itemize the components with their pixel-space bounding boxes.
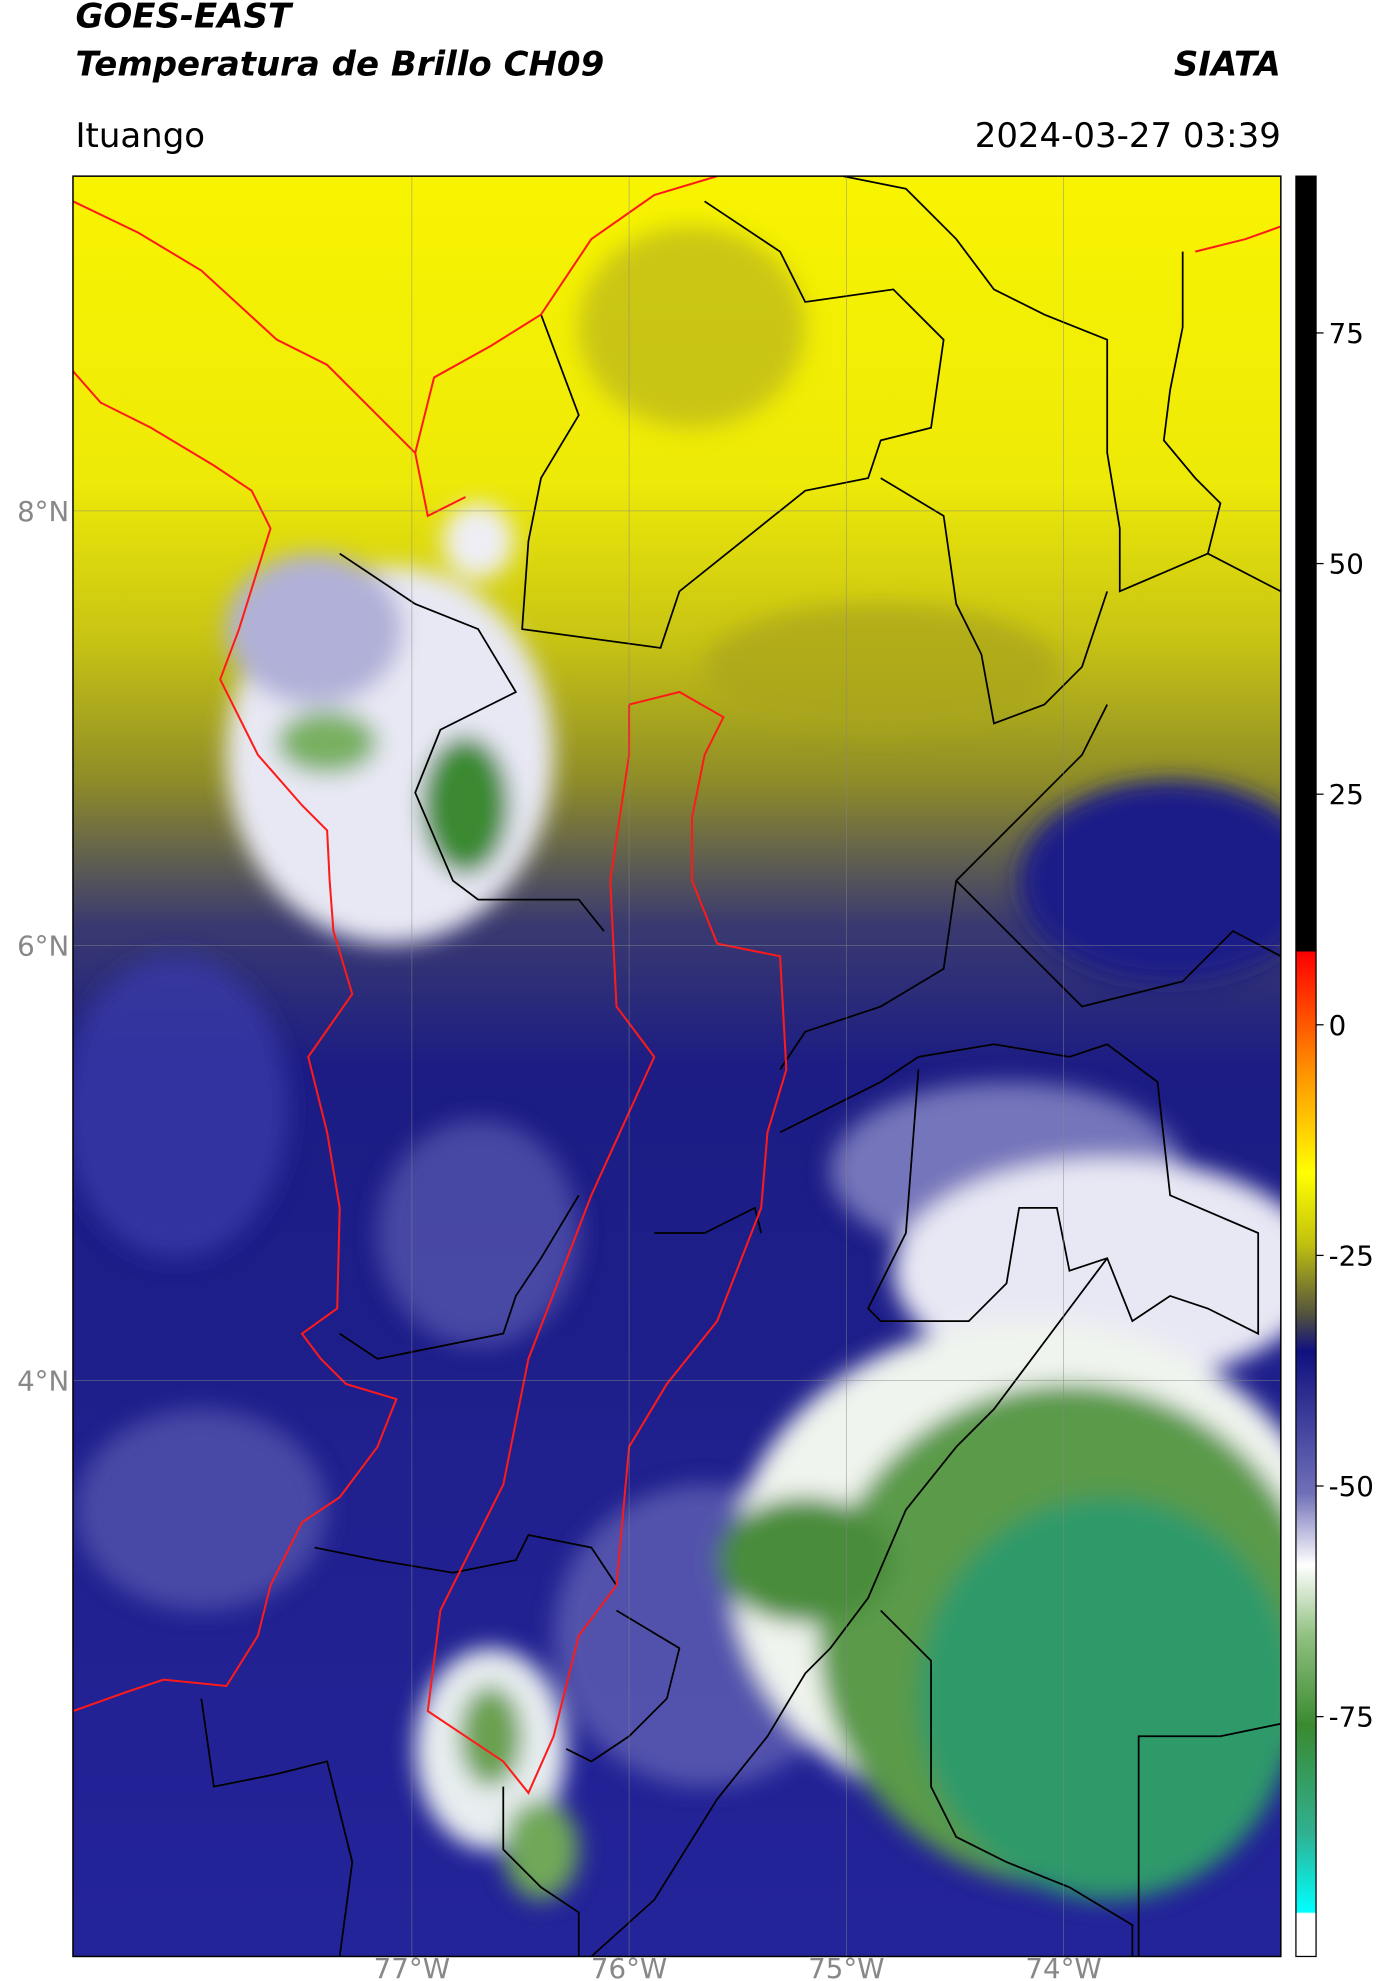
lon-tick-label: 74°W [1025,1952,1101,1981]
colorbar-tick-label: 0 [1329,1009,1347,1042]
colorbar-tick-label: -75 [1329,1701,1374,1734]
graticule [72,176,1281,1957]
lat-tick-label: 6°N [17,930,69,963]
lon-tick-label: 77°W [374,1952,450,1981]
lat-tick-label: 4°N [17,1364,69,1397]
colorbar [1295,175,1317,1958]
colorbar-tick-label: 25 [1329,778,1364,811]
tick-labels: 8°N 6°N 4°N 77°W 76°W 75°W 74°W 75 50 25 0 -25 -50 -7… [17,317,1374,1981]
place: Ituango [75,116,205,156]
datetime: 2024-03-27 03:39 [975,116,1281,156]
colorbar-tick-label: -50 [1329,1470,1374,1503]
admin-borders [200,176,1281,1957]
lat-tick-label: 8°N [17,495,69,528]
subtitle: Temperatura de Brillo CH09 [75,44,604,84]
organization: SIATA [1174,44,1281,84]
colorbar-tick-label: 75 [1329,317,1364,350]
colorbar-tick-label: 50 [1329,548,1364,581]
lon-tick-label: 75°W [808,1952,884,1981]
title: GOES-EAST [75,0,293,37]
map-image [72,176,1281,1957]
coast-borders [72,176,1281,1795]
lon-tick-label: 76°W [591,1952,667,1981]
map-frame [72,175,1282,1958]
colorbar-tick-label: -25 [1329,1239,1374,1272]
